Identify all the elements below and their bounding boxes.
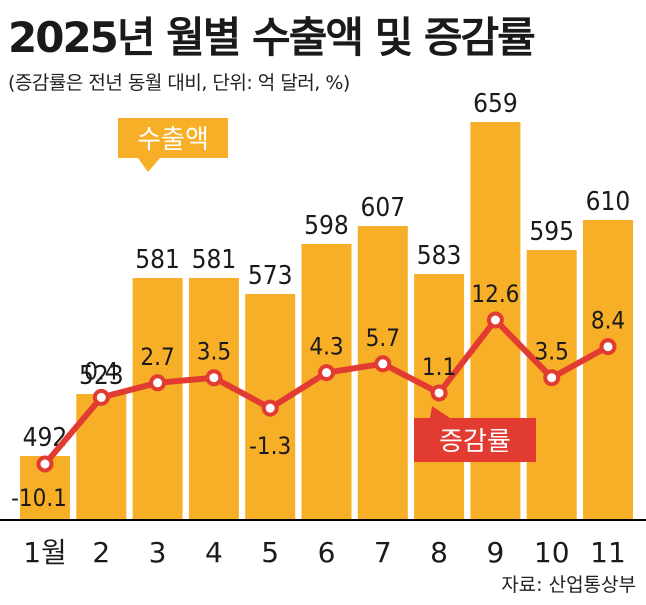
rate-value-label: 2.7 bbox=[140, 343, 174, 371]
rate-point bbox=[92, 388, 110, 406]
bar-4 bbox=[188, 278, 239, 520]
legend-tag-rate-pointer bbox=[430, 406, 450, 418]
month-label: 3 bbox=[149, 536, 167, 569]
bar-value-label: 610 bbox=[586, 187, 631, 217]
rate-point bbox=[36, 455, 54, 473]
bar-value-label: 607 bbox=[360, 193, 405, 223]
rate-value-label: -1.3 bbox=[249, 432, 291, 460]
rate-point bbox=[149, 374, 167, 392]
rate-value-label: 0.4 bbox=[84, 357, 118, 385]
bar-value-label: 573 bbox=[248, 261, 293, 291]
rate-value-label: -10.1 bbox=[11, 484, 67, 512]
legend-tag-export-pointer bbox=[138, 158, 160, 172]
legend-label-rate: 증감률 bbox=[439, 427, 511, 457]
bar-value-label: 581 bbox=[135, 245, 180, 275]
bar-value-label: 598 bbox=[304, 211, 349, 241]
rate-value-label: 5.7 bbox=[366, 324, 400, 352]
month-label: 7 bbox=[374, 536, 392, 569]
rate-point bbox=[374, 355, 392, 373]
month-label: 10 bbox=[534, 536, 570, 569]
month-label: 2 bbox=[92, 536, 110, 569]
month-label: 9 bbox=[486, 536, 504, 569]
month-label: 6 bbox=[318, 536, 336, 569]
rate-point bbox=[205, 369, 223, 387]
rate-point bbox=[430, 384, 448, 402]
rate-value-label: 3.5 bbox=[535, 338, 569, 366]
rate-value-label: 1.1 bbox=[422, 353, 456, 381]
rate-value-label: 12.6 bbox=[471, 280, 519, 308]
month-label: 11 bbox=[590, 536, 626, 569]
month-label: 4 bbox=[205, 536, 223, 569]
legend-tag-export bbox=[118, 118, 228, 158]
rate-point bbox=[486, 311, 504, 329]
month-label: 5 bbox=[261, 536, 279, 569]
month-label: 1월 bbox=[23, 536, 67, 569]
source-note: 자료: 산업통상부 bbox=[501, 574, 636, 596]
month-label: 8 bbox=[430, 536, 448, 569]
legend-tag-rate bbox=[414, 418, 536, 462]
bar-11 bbox=[583, 220, 633, 520]
bar-value-label: 583 bbox=[417, 241, 462, 271]
rate-value-label: 4.3 bbox=[309, 333, 343, 361]
rate-value-label: 3.5 bbox=[197, 338, 231, 366]
bar-value-label: 523 bbox=[79, 361, 124, 391]
bar-3 bbox=[132, 278, 183, 520]
bar-2 bbox=[76, 394, 127, 520]
rate-point bbox=[543, 369, 561, 387]
rate-point bbox=[599, 338, 617, 356]
bar-value-label: 659 bbox=[473, 89, 518, 119]
rate-point bbox=[261, 399, 279, 417]
bar-value-label: 581 bbox=[192, 245, 237, 275]
rate-point bbox=[318, 364, 335, 382]
rate-value-label: 8.4 bbox=[591, 307, 625, 335]
chart-subtitle: (증감률은 전년 동월 대비, 단위: 억 달러, %) bbox=[8, 72, 350, 94]
legend-label-export: 수출액 bbox=[137, 125, 209, 155]
bar-value-label: 595 bbox=[529, 217, 574, 247]
chart-title: 2025년 월별 수출액 및 증감률 bbox=[8, 13, 536, 62]
